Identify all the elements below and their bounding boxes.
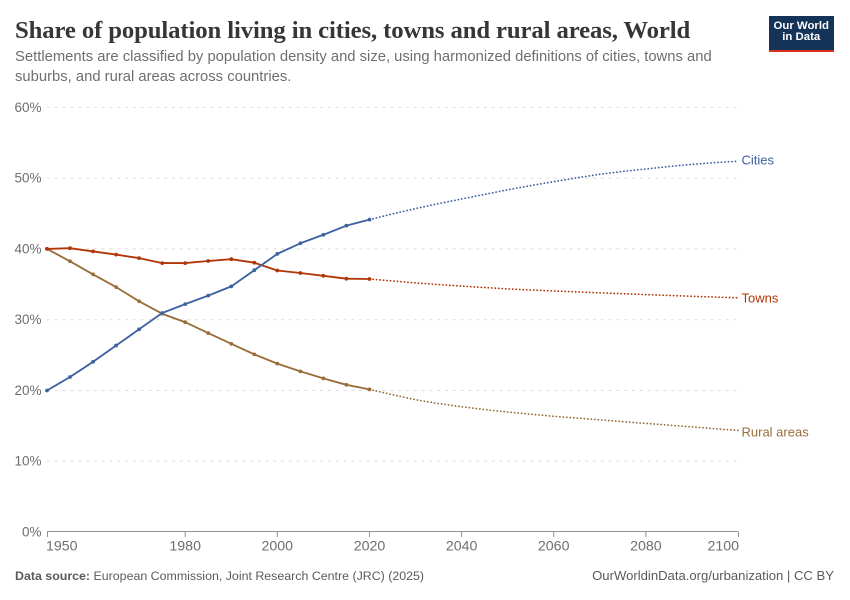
- svg-text:Towns: Towns: [742, 291, 779, 306]
- svg-text:1950: 1950: [46, 539, 78, 555]
- svg-text:2100: 2100: [707, 539, 739, 555]
- svg-text:2040: 2040: [446, 539, 478, 555]
- svg-text:40%: 40%: [14, 241, 41, 256]
- svg-text:2020: 2020: [354, 539, 386, 555]
- svg-text:2060: 2060: [538, 539, 570, 555]
- svg-text:2080: 2080: [630, 539, 662, 555]
- svg-text:10%: 10%: [14, 454, 41, 469]
- svg-text:1980: 1980: [169, 539, 201, 555]
- svg-text:50%: 50%: [14, 171, 41, 186]
- svg-text:Cities: Cities: [742, 153, 775, 168]
- svg-text:0%: 0%: [22, 525, 42, 540]
- svg-text:60%: 60%: [14, 100, 41, 115]
- svg-text:2000: 2000: [262, 539, 294, 555]
- svg-text:20%: 20%: [14, 383, 41, 398]
- svg-text:30%: 30%: [14, 312, 41, 327]
- svg-text:Rural areas: Rural areas: [742, 425, 810, 440]
